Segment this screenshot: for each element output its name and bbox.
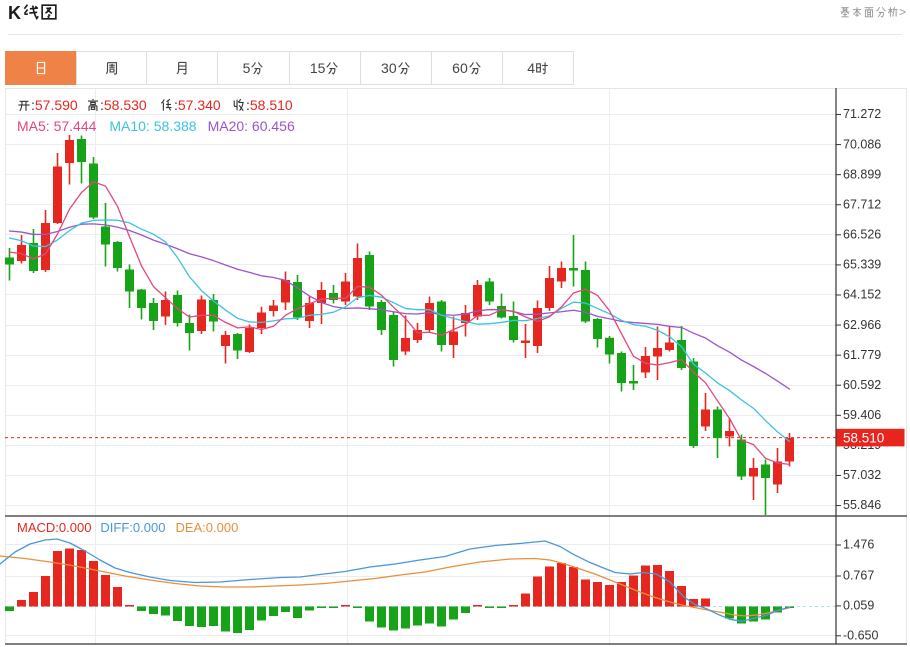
svg-text:71.272: 71.272	[843, 107, 881, 121]
svg-text:70.086: 70.086	[843, 137, 881, 151]
svg-text:59.406: 59.406	[843, 408, 881, 422]
svg-text:55.846: 55.846	[843, 498, 881, 512]
svg-text:60.592: 60.592	[843, 378, 881, 392]
svg-text:64.152: 64.152	[843, 288, 881, 302]
svg-text:68.899: 68.899	[843, 167, 881, 181]
svg-text:1.476: 1.476	[843, 538, 874, 552]
svg-text:62.966: 62.966	[843, 318, 881, 332]
svg-text:66.526: 66.526	[843, 228, 881, 242]
svg-text:0.059: 0.059	[843, 599, 874, 613]
svg-text:0.767: 0.767	[843, 569, 874, 583]
svg-text:-0.650: -0.650	[843, 629, 878, 643]
svg-text:67.712: 67.712	[843, 197, 881, 211]
svg-text:58.510: 58.510	[843, 430, 884, 445]
svg-text:65.339: 65.339	[843, 258, 881, 272]
svg-text:61.779: 61.779	[843, 348, 881, 362]
svg-text:57.032: 57.032	[843, 468, 881, 482]
